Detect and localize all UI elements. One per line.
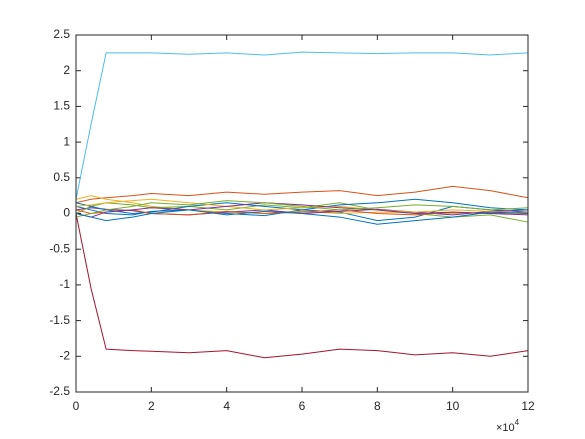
plot-box (75, 34, 529, 393)
x-multiplier-base: ×10 (496, 422, 515, 434)
series-line (75, 185, 529, 204)
series-line (75, 209, 529, 225)
y-tick-label: 2 (63, 63, 70, 77)
series-line (75, 51, 529, 200)
x-tick-label: 6 (299, 399, 306, 413)
y-tick-label: 2.5 (53, 27, 70, 41)
y-tick-label: 1 (63, 134, 70, 148)
series-line (75, 198, 529, 214)
x-multiplier-exponent: 4 (515, 418, 520, 427)
x-tick-label: 10 (446, 399, 460, 413)
y-tick-label: -1 (59, 277, 70, 291)
y-tick-label: -2 (59, 348, 70, 362)
y-tick-label: -1.5 (49, 313, 70, 327)
x-tick-label: 8 (374, 399, 381, 413)
y-tick-label: 0.5 (53, 170, 70, 184)
y-tick-label: -2.5 (49, 384, 70, 398)
y-tick-label: -0.5 (49, 241, 70, 255)
series-line (75, 213, 529, 359)
x-tick-label: 4 (223, 399, 230, 413)
x-multiplier: ×104 (496, 418, 520, 434)
y-tick-label: 0 (63, 206, 70, 220)
y-tick-label: 1.5 (53, 99, 70, 113)
series-line (75, 202, 529, 223)
x-tick-label: 0 (73, 399, 80, 413)
x-tick-label: 2 (148, 399, 155, 413)
x-tick-label: 12 (521, 399, 535, 413)
series-line (75, 200, 529, 218)
series-line (75, 205, 529, 222)
